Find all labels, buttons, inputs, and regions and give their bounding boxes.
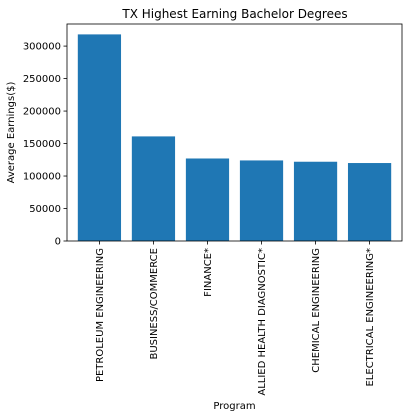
plot-frame <box>66 23 403 242</box>
bar <box>293 161 338 241</box>
x-axis-title: Program <box>213 401 255 412</box>
x-tick-label: PETROLEUM ENGINEERING <box>95 248 106 382</box>
x-tick-label: FINANCE* <box>203 248 214 297</box>
y-axis: 0 50000 100000 150000 200000 250000 300000 <box>23 42 67 248</box>
bar <box>77 34 122 242</box>
bar <box>347 163 392 241</box>
bar <box>239 160 284 241</box>
bar <box>131 136 176 241</box>
y-tick-label: 250000 <box>23 74 61 85</box>
y-tick-label: 0 <box>55 237 61 248</box>
y-tick-label: 50000 <box>29 204 61 215</box>
x-tick-label: CHEMICAL ENGINEERING <box>311 248 322 373</box>
y-tick-label: 300000 <box>23 42 61 53</box>
y-tick-label: 150000 <box>23 139 61 150</box>
y-axis-title: Average Earnings($) <box>6 82 17 184</box>
chart-title: TX Highest Earning Bachelor Degrees <box>121 7 347 21</box>
y-tick-label: 200000 <box>23 107 61 118</box>
x-tick-label: ELECTRICAL ENGINEERING* <box>365 248 376 387</box>
bar <box>185 158 230 241</box>
x-axis: PETROLEUM ENGINEERING BUSINESS/COMMERCE FI… <box>95 241 376 396</box>
bars-group <box>77 34 392 242</box>
y-tick-label: 100000 <box>23 172 61 183</box>
x-tick-label: ALLIED HEALTH DIAGNOSTIC* <box>257 248 268 396</box>
x-tick-label: BUSINESS/COMMERCE <box>149 248 160 360</box>
